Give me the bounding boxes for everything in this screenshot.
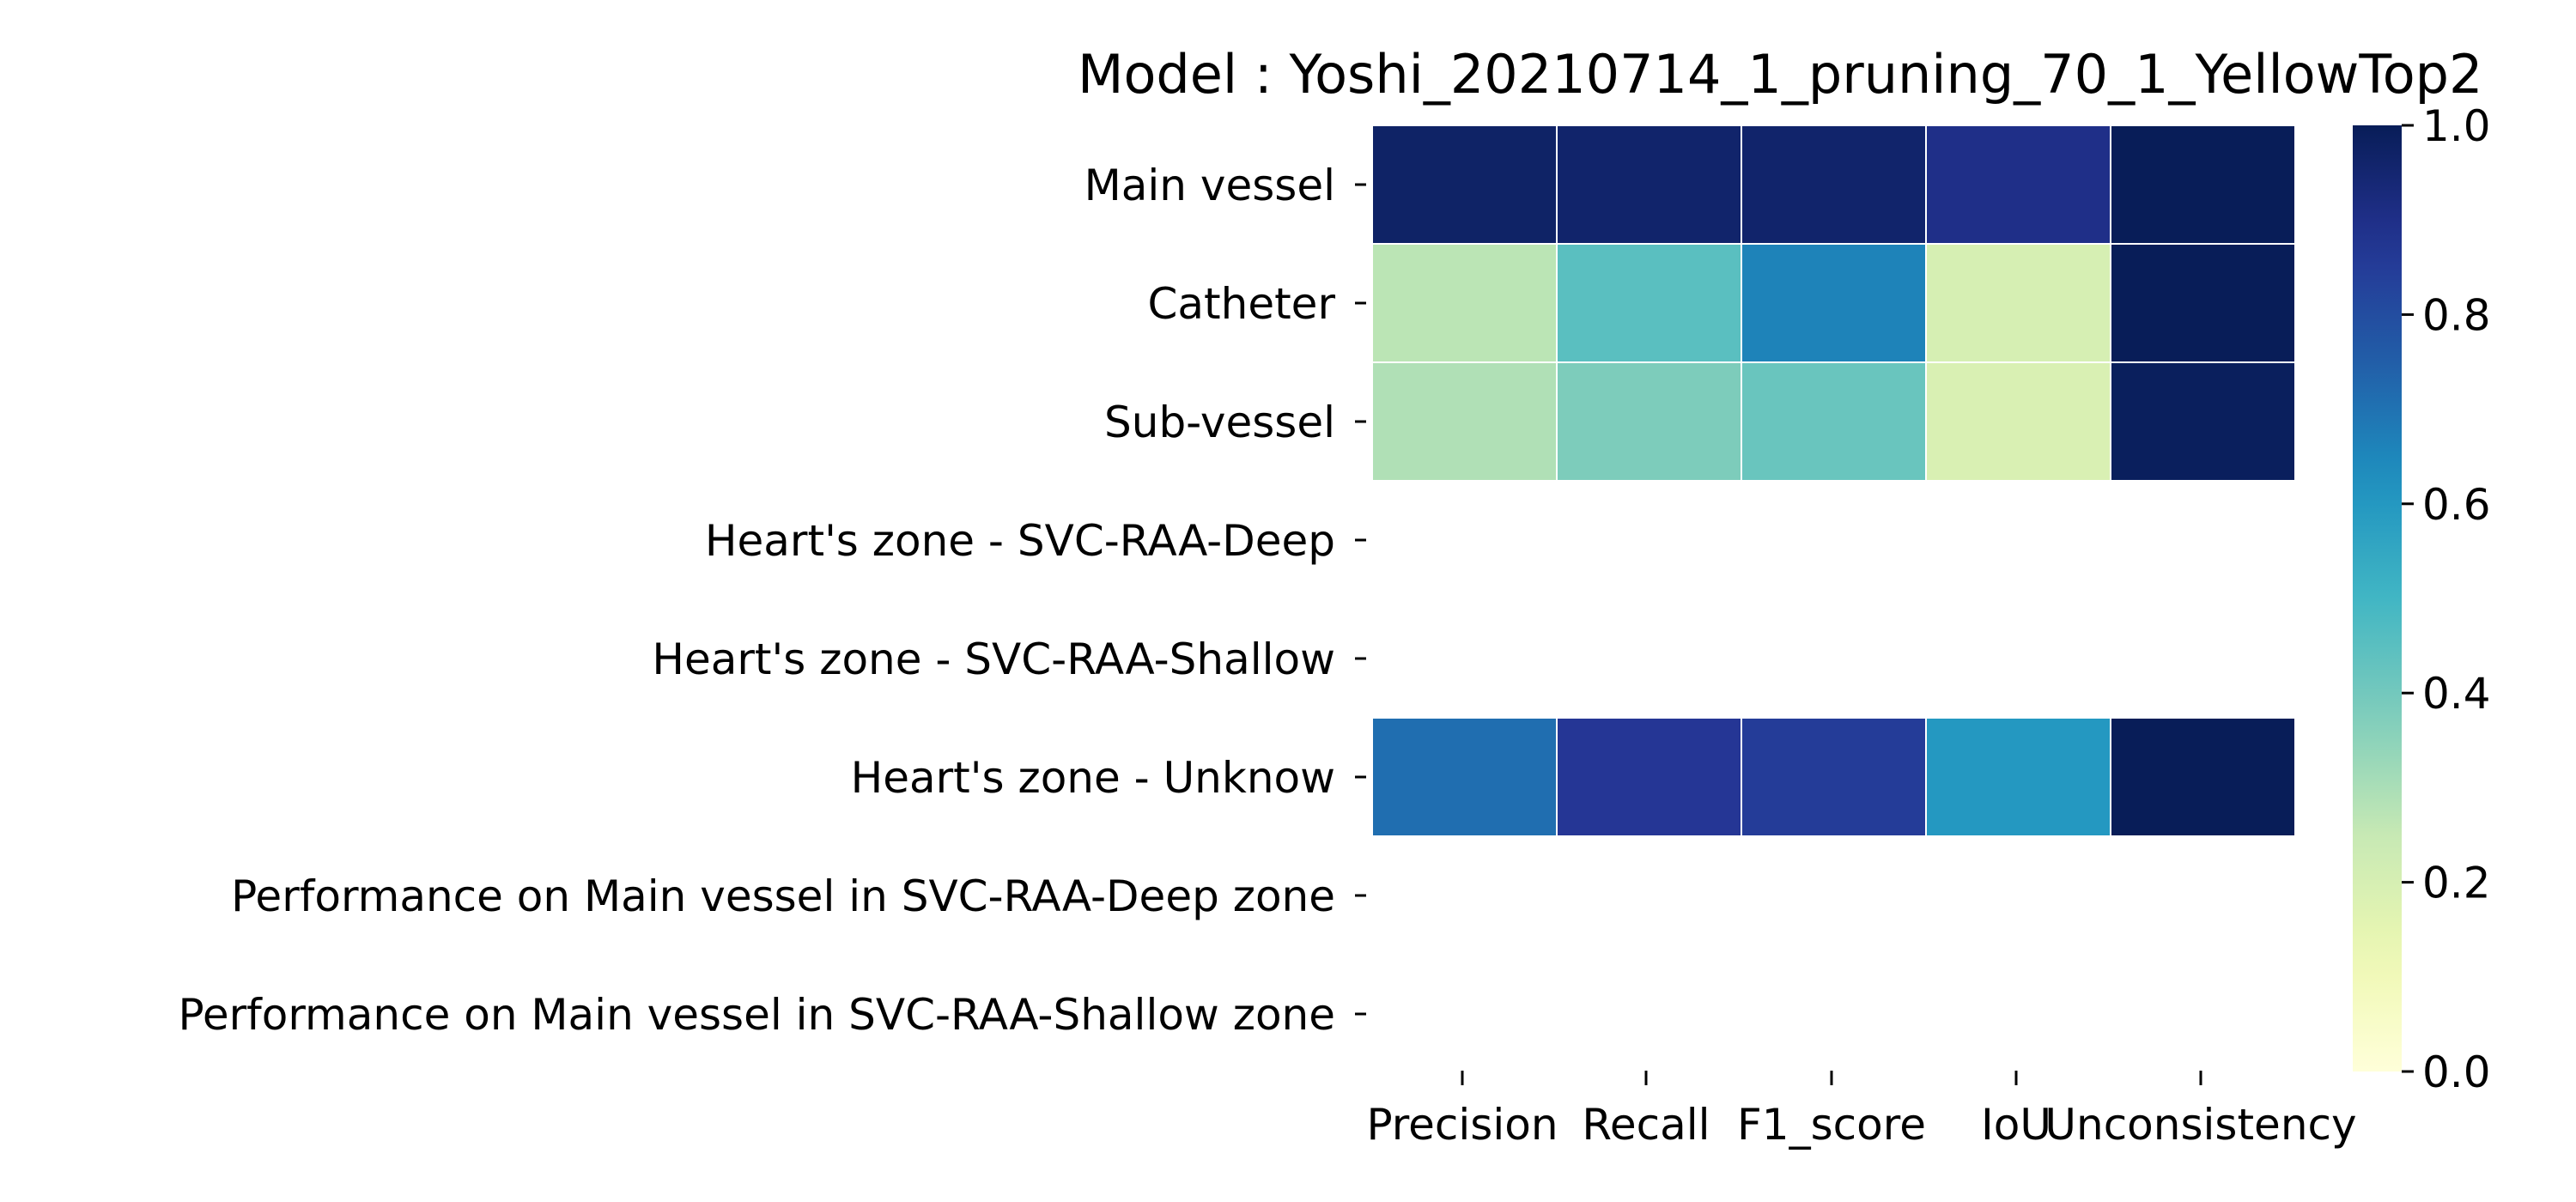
colorbar-tick-label: 0.4 [2422, 669, 2491, 719]
column-label: Precision [1366, 1100, 1558, 1150]
heatmap-cells [1371, 124, 2296, 837]
heatmap-cell [1741, 361, 1927, 482]
colorbar-tick-label: 0.6 [2422, 480, 2491, 530]
column-label: Recall [1582, 1100, 1710, 1150]
colorbar-tick-label: 1.0 [2422, 101, 2491, 151]
heatmap-cell [1925, 124, 2111, 245]
row-label: Heart's zone - SVC-RAA-Shallow [652, 634, 1335, 684]
colorbar-tick-label: 0.0 [2422, 1047, 2491, 1097]
colorbar-tick-label: 0.8 [2422, 290, 2491, 340]
row-label: Catheter [1147, 279, 1335, 329]
heatmap-cell [1741, 717, 1927, 837]
row-label: Performance on Main vessel in SVC-RAA-De… [231, 871, 1335, 921]
row-label: Sub-vessel [1104, 398, 1335, 447]
heatmap-cell [1741, 243, 1927, 363]
colorbar-gradient [2353, 125, 2402, 1071]
colorbar-tick-label: 0.2 [2422, 859, 2491, 908]
colorbar: 0.0 0.2 0.4 0.6 0.8 1.0 [2353, 101, 2491, 1097]
heatmap-cell [1556, 243, 1742, 363]
heatmap-cell [2110, 124, 2296, 245]
heatmap-cell [2110, 717, 2296, 837]
row-label: Performance on Main vessel in SVC-RAA-Sh… [178, 990, 1335, 1040]
heatmap-cell [1371, 243, 1558, 363]
column-label: F1_score [1737, 1100, 1926, 1150]
column-label: IoU [1981, 1100, 2051, 1150]
row-label: Heart's zone - SVC-RAA-Deep [705, 516, 1335, 566]
heatmap-cell [1741, 124, 1927, 245]
heatmap-cell [2110, 361, 2296, 482]
heatmap-cell [1371, 361, 1558, 482]
chart-title: Model : Yoshi_20210714_1_pruning_70_1_Ye… [1078, 43, 2482, 106]
heatmap-cell [1925, 717, 2111, 837]
heatmap-cell [2110, 243, 2296, 363]
heatmap-cell [1556, 361, 1742, 482]
heatmap-cell [1925, 361, 2111, 482]
row-label: Heart's zone - Unknow [851, 753, 1335, 803]
heatmap-cell [1556, 124, 1742, 245]
heatmap-cell [1925, 243, 2111, 363]
heatmap-cell [1371, 717, 1558, 837]
row-labels: Main vessel Catheter Sub-vessel Heart's z… [178, 161, 1366, 1040]
heatmap-cell [1371, 124, 1558, 245]
column-label: Unconsistency [2044, 1100, 2356, 1150]
heatmap-cell [1556, 717, 1742, 837]
row-label: Main vessel [1084, 161, 1335, 210]
